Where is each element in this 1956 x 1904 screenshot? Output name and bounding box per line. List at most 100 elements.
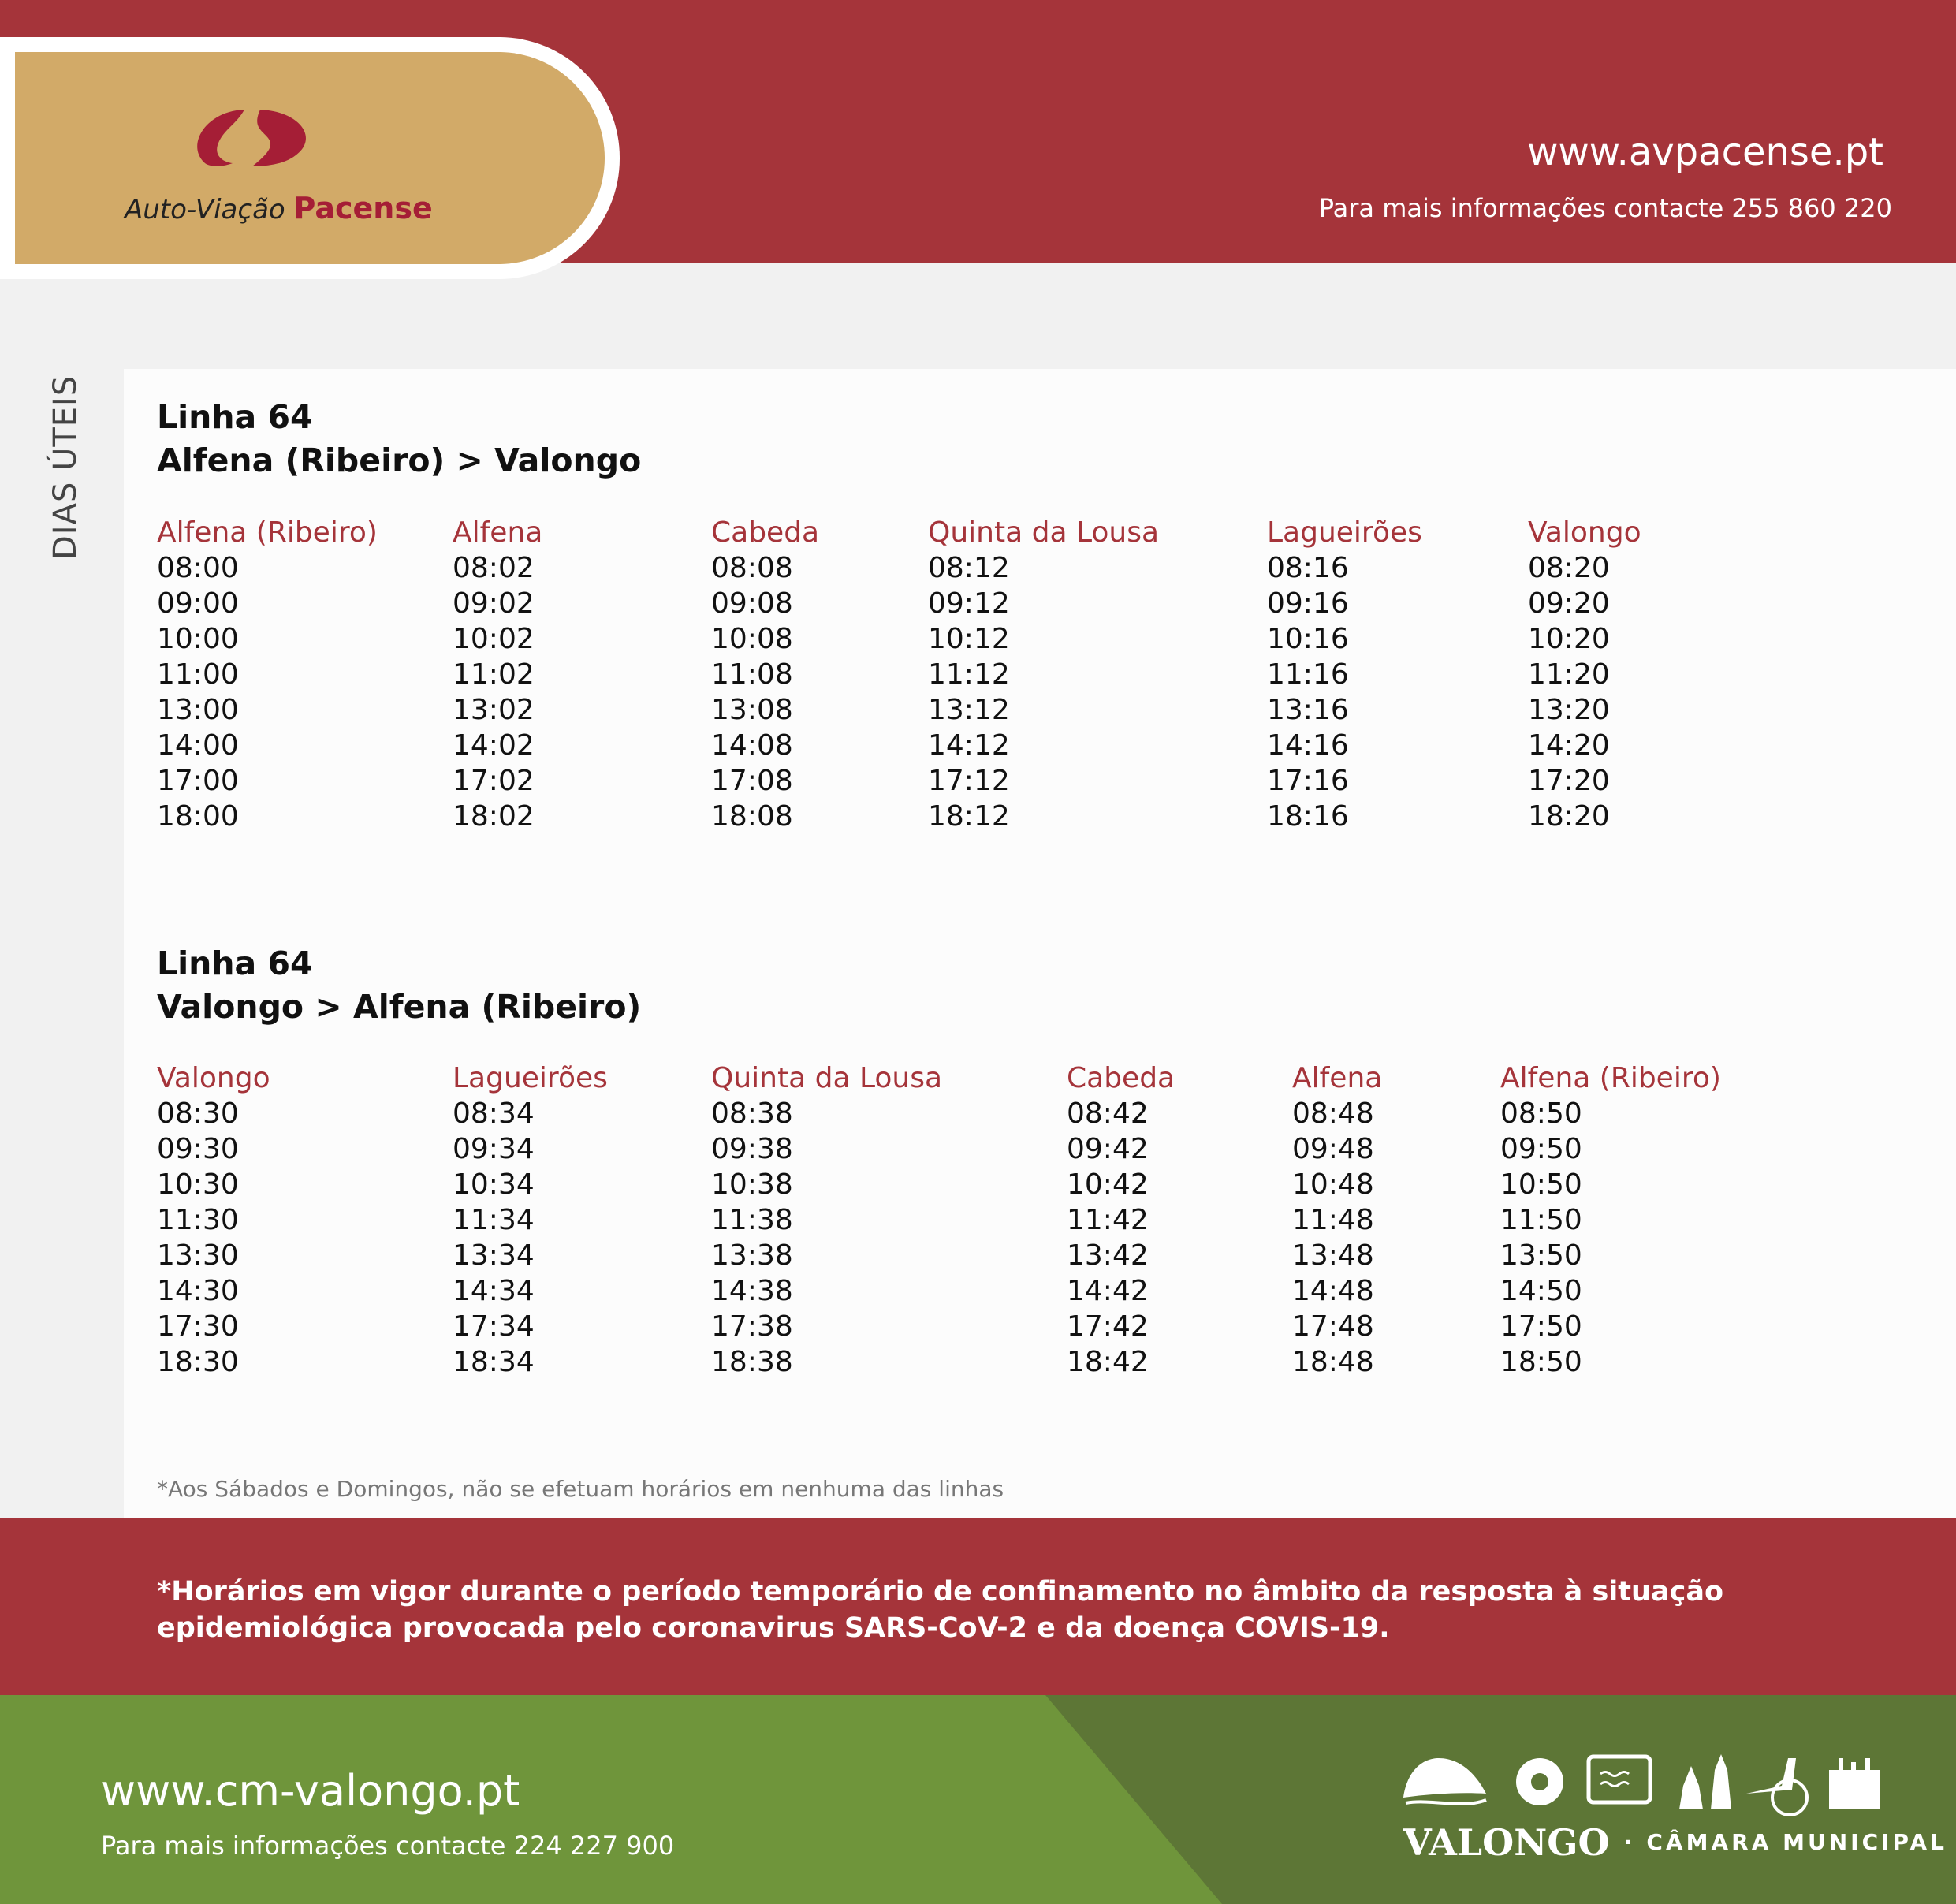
departure-time: 18:00 [157,800,239,833]
departure-time: 18:34 [453,1346,535,1378]
departure-time: 11:42 [1067,1204,1149,1236]
departure-time: 13:42 [1067,1239,1149,1272]
departure-time: 09:16 [1267,587,1349,620]
departure-time: 11:08 [711,658,793,691]
stop-header: Quinta da Lousa [711,1062,943,1094]
departure-time: 14:38 [711,1275,793,1307]
departure-time: 14:48 [1292,1275,1374,1307]
departure-time: 17:02 [453,765,535,797]
departure-time: 13:50 [1500,1239,1582,1272]
departure-time: 14:08 [711,729,793,762]
departure-time: 17:08 [711,765,793,797]
departure-time: 17:50 [1500,1310,1582,1343]
departure-time: 10:12 [928,623,1010,655]
stop-header: Lagueirões [453,1062,608,1094]
departure-time: 08:16 [1267,552,1349,584]
stop-header: Quinta da Lousa [928,516,1160,549]
logo-pill [15,52,605,264]
departure-time: 13:00 [157,694,239,726]
departure-time: 11:02 [453,658,535,691]
notice-text: *Horários em vigor durante o período tem… [157,1574,1723,1646]
departure-time: 18:42 [1067,1346,1149,1378]
timetable-panel [124,369,1956,1518]
departure-time: 11:30 [157,1204,239,1236]
departure-time: 10:50 [1500,1168,1582,1201]
departure-time: 14:50 [1500,1275,1582,1307]
notice-line-1: *Horários em vigor durante o período tem… [157,1576,1723,1608]
footer-banner [0,1695,1956,1904]
departure-time: 09:42 [1067,1133,1149,1165]
departure-time: 13:16 [1267,694,1349,726]
valongo-symbols-icon [1403,1754,1880,1816]
departure-time: 11:16 [1267,658,1349,691]
departure-time: 18:50 [1500,1346,1582,1378]
departure-time: 17:16 [1267,765,1349,797]
departure-time: 13:48 [1292,1239,1374,1272]
departure-time: 14:00 [157,729,239,762]
departure-time: 13:12 [928,694,1010,726]
departure-time: 14:20 [1528,729,1610,762]
stop-header: Alfena [453,516,543,549]
departure-time: 09:34 [453,1133,535,1165]
notice-banner [0,1518,1956,1695]
departure-time: 14:42 [1067,1275,1149,1307]
footer-website-link[interactable]: www.cm-valongo.pt [101,1766,520,1816]
departure-time: 18:02 [453,800,535,833]
departure-time: 17:00 [157,765,239,797]
footer-contact-info: Para mais informações contacte 224 227 9… [101,1831,675,1861]
departure-time: 10:34 [453,1168,535,1201]
departure-time: 10:48 [1292,1168,1374,1201]
contact-info: Para mais informações contacte 255 860 2… [1318,193,1892,223]
departure-time: 18:12 [928,800,1010,833]
departure-time: 18:48 [1292,1346,1374,1378]
departure-time: 18:16 [1267,800,1349,833]
departure-time: 08:20 [1528,552,1610,584]
departure-time: 18:30 [157,1346,239,1378]
pacense-logo-icon [197,110,306,166]
departure-time: 17:42 [1067,1310,1149,1343]
departure-time: 09:50 [1500,1133,1582,1165]
departure-time: 10:16 [1267,623,1349,655]
line-title: Linha 64 [157,945,313,982]
departure-time: 11:34 [453,1204,535,1236]
departure-time: 11:00 [157,658,239,691]
stop-header: Cabeda [1067,1062,1175,1094]
stop-header: Valongo [1528,516,1641,549]
departure-time: 17:38 [711,1310,793,1343]
departure-time: 10:08 [711,623,793,655]
stop-header: Lagueirões [1267,516,1422,549]
stop-header: Alfena (Ribeiro) [1500,1062,1721,1094]
departure-time: 08:00 [157,552,239,584]
departure-time: 14:02 [453,729,535,762]
departure-time: 14:30 [157,1275,239,1307]
stop-header: Alfena (Ribeiro) [157,516,378,549]
departure-time: 13:20 [1528,694,1610,726]
line-title: Linha 64 [157,398,313,436]
departure-time: 18:20 [1528,800,1610,833]
departure-time: 08:38 [711,1097,793,1130]
departure-time: 13:38 [711,1239,793,1272]
departure-time: 13:30 [157,1239,239,1272]
departure-time: 08:12 [928,552,1010,584]
departure-time: 13:02 [453,694,535,726]
departure-time: 09:20 [1528,587,1610,620]
stop-header: Cabeda [711,516,820,549]
footer-dark-shape [1045,1695,1956,1904]
departure-time: 11:20 [1528,658,1610,691]
departure-time: 14:16 [1267,729,1349,762]
departure-time: 17:34 [453,1310,535,1343]
camara-municipal-text: · CÂMARA MUNICIPAL [1624,1829,1947,1855]
departure-time: 14:34 [453,1275,535,1307]
stop-header: Valongo [157,1062,270,1094]
website-link[interactable]: www.avpacense.pt [1527,130,1883,174]
departure-time: 09:12 [928,587,1010,620]
weekend-note: *Aos Sábados e Domingos, não se efetuam … [157,1476,1004,1502]
departure-time: 13:08 [711,694,793,726]
departure-time: 10:02 [453,623,535,655]
departure-time: 08:42 [1067,1097,1149,1130]
departure-time: 10:38 [711,1168,793,1201]
departure-time: 09:38 [711,1133,793,1165]
departure-time: 14:12 [928,729,1010,762]
brand-name-bold: Pacense [293,191,433,225]
departure-time: 10:00 [157,623,239,655]
